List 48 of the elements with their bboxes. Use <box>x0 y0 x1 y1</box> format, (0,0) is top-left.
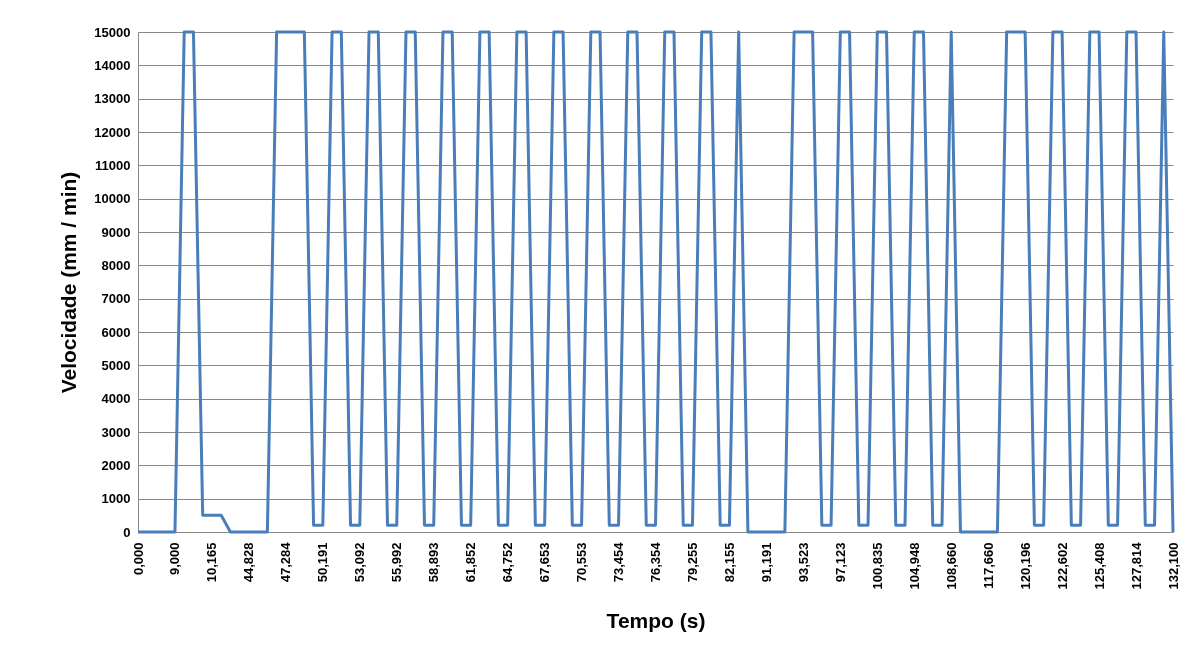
x-tick-label: 61,852 <box>463 542 479 583</box>
y-tick-label: 2000 <box>101 457 131 473</box>
x-tick-label: 108,660 <box>943 542 959 590</box>
x-tick-label: 55,992 <box>389 542 405 583</box>
x-tick-label: 82,155 <box>721 542 737 583</box>
x-tick-label: 67,653 <box>537 542 553 583</box>
x-tick-label: 79,255 <box>684 542 700 583</box>
y-tick-label: 3000 <box>101 424 131 440</box>
x-tick-label: 70,553 <box>574 542 590 583</box>
x-tick-label: 104,948 <box>906 542 922 590</box>
y-tick-label: 10000 <box>94 191 131 207</box>
y-tick-label: 8000 <box>101 257 131 273</box>
x-tick-label: 93,523 <box>795 542 811 583</box>
y-tick-label: 1000 <box>101 491 131 507</box>
y-tick-label: 5000 <box>101 357 131 373</box>
x-tick-label: 64,752 <box>500 542 516 583</box>
x-axis-title: Tempo (s) <box>606 609 706 633</box>
y-tick-label: 6000 <box>101 324 131 340</box>
x-tick-label: 53,092 <box>352 542 368 583</box>
x-tick-label: 50,191 <box>315 542 331 583</box>
x-tick-label: 132,100 <box>1165 542 1181 590</box>
x-tick-label: 122,602 <box>1054 542 1070 590</box>
y-tick-label: 14000 <box>94 57 131 73</box>
y-tick-label: 9000 <box>101 224 131 240</box>
x-tick-label: 44,828 <box>241 542 257 583</box>
y-tick-label: 11000 <box>95 157 131 173</box>
y-tick-label: 13000 <box>94 91 131 107</box>
x-tick-label: 10,165 <box>204 542 220 583</box>
y-tick-label: 7000 <box>101 291 131 307</box>
y-tick-label: 0 <box>123 524 131 540</box>
x-tick-label: 127,814 <box>1128 541 1144 590</box>
x-tick-label: 100,835 <box>869 542 885 590</box>
x-tick-label: 58,893 <box>426 542 442 583</box>
x-tick-label: 76,354 <box>648 541 663 583</box>
y-tick-label: 4000 <box>101 391 131 407</box>
x-tick-label: 120,196 <box>1017 542 1033 590</box>
x-tick-label: 117,660 <box>980 542 996 589</box>
y-tick-label: 12000 <box>94 124 131 140</box>
x-tick-label: 91,191 <box>758 542 774 583</box>
x-tick-label: 0,000 <box>130 542 146 576</box>
y-tick-label: 15000 <box>94 24 131 40</box>
x-tick-label: 125,408 <box>1091 542 1107 590</box>
x-tick-label: 73,454 <box>611 541 627 583</box>
line-series <box>136 30 1175 534</box>
x-tick-label: 47,284 <box>278 541 294 583</box>
y-axis-title: Velocidade (mm / min) <box>57 171 81 394</box>
x-tick-label: 9,000 <box>167 542 183 576</box>
x-tick-label: 97,123 <box>832 542 848 583</box>
